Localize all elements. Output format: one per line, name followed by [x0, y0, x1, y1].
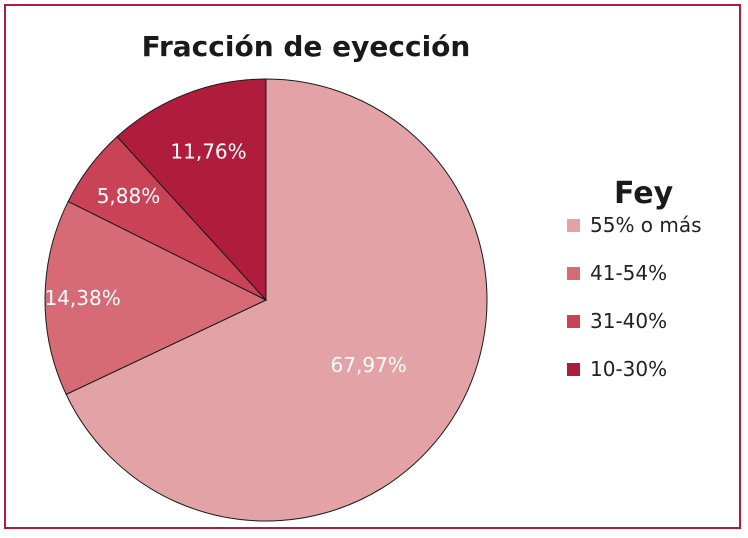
legend-label: 55% o más	[590, 213, 702, 237]
slice-data-label: 11,76%	[170, 140, 246, 164]
legend-swatch	[567, 267, 580, 280]
legend: 55% o más 41-54% 31-40% 10-30%	[567, 213, 702, 381]
slice-data-label: 14,38%	[44, 286, 120, 310]
slice-data-label: 67,97%	[331, 353, 407, 377]
pie-slice	[44, 200, 268, 396]
pie-slice	[116, 78, 267, 302]
legend-swatch	[567, 363, 580, 376]
pie-slice	[65, 78, 488, 522]
slice-data-label: 5,88%	[97, 184, 161, 208]
legend-label: 10-30%	[590, 357, 667, 381]
legend-swatch	[567, 315, 580, 328]
pie-slice-labels: 67,97% 14,38% 5,88% 11,76%	[44, 140, 406, 377]
chart-title: Fracción de eyección	[141, 30, 471, 63]
legend-title: Fey	[614, 176, 674, 211]
legend-label: 31-40%	[590, 309, 667, 333]
legend-swatch	[567, 219, 580, 232]
legend-label: 41-54%	[590, 261, 667, 285]
pie-slices	[44, 78, 488, 522]
